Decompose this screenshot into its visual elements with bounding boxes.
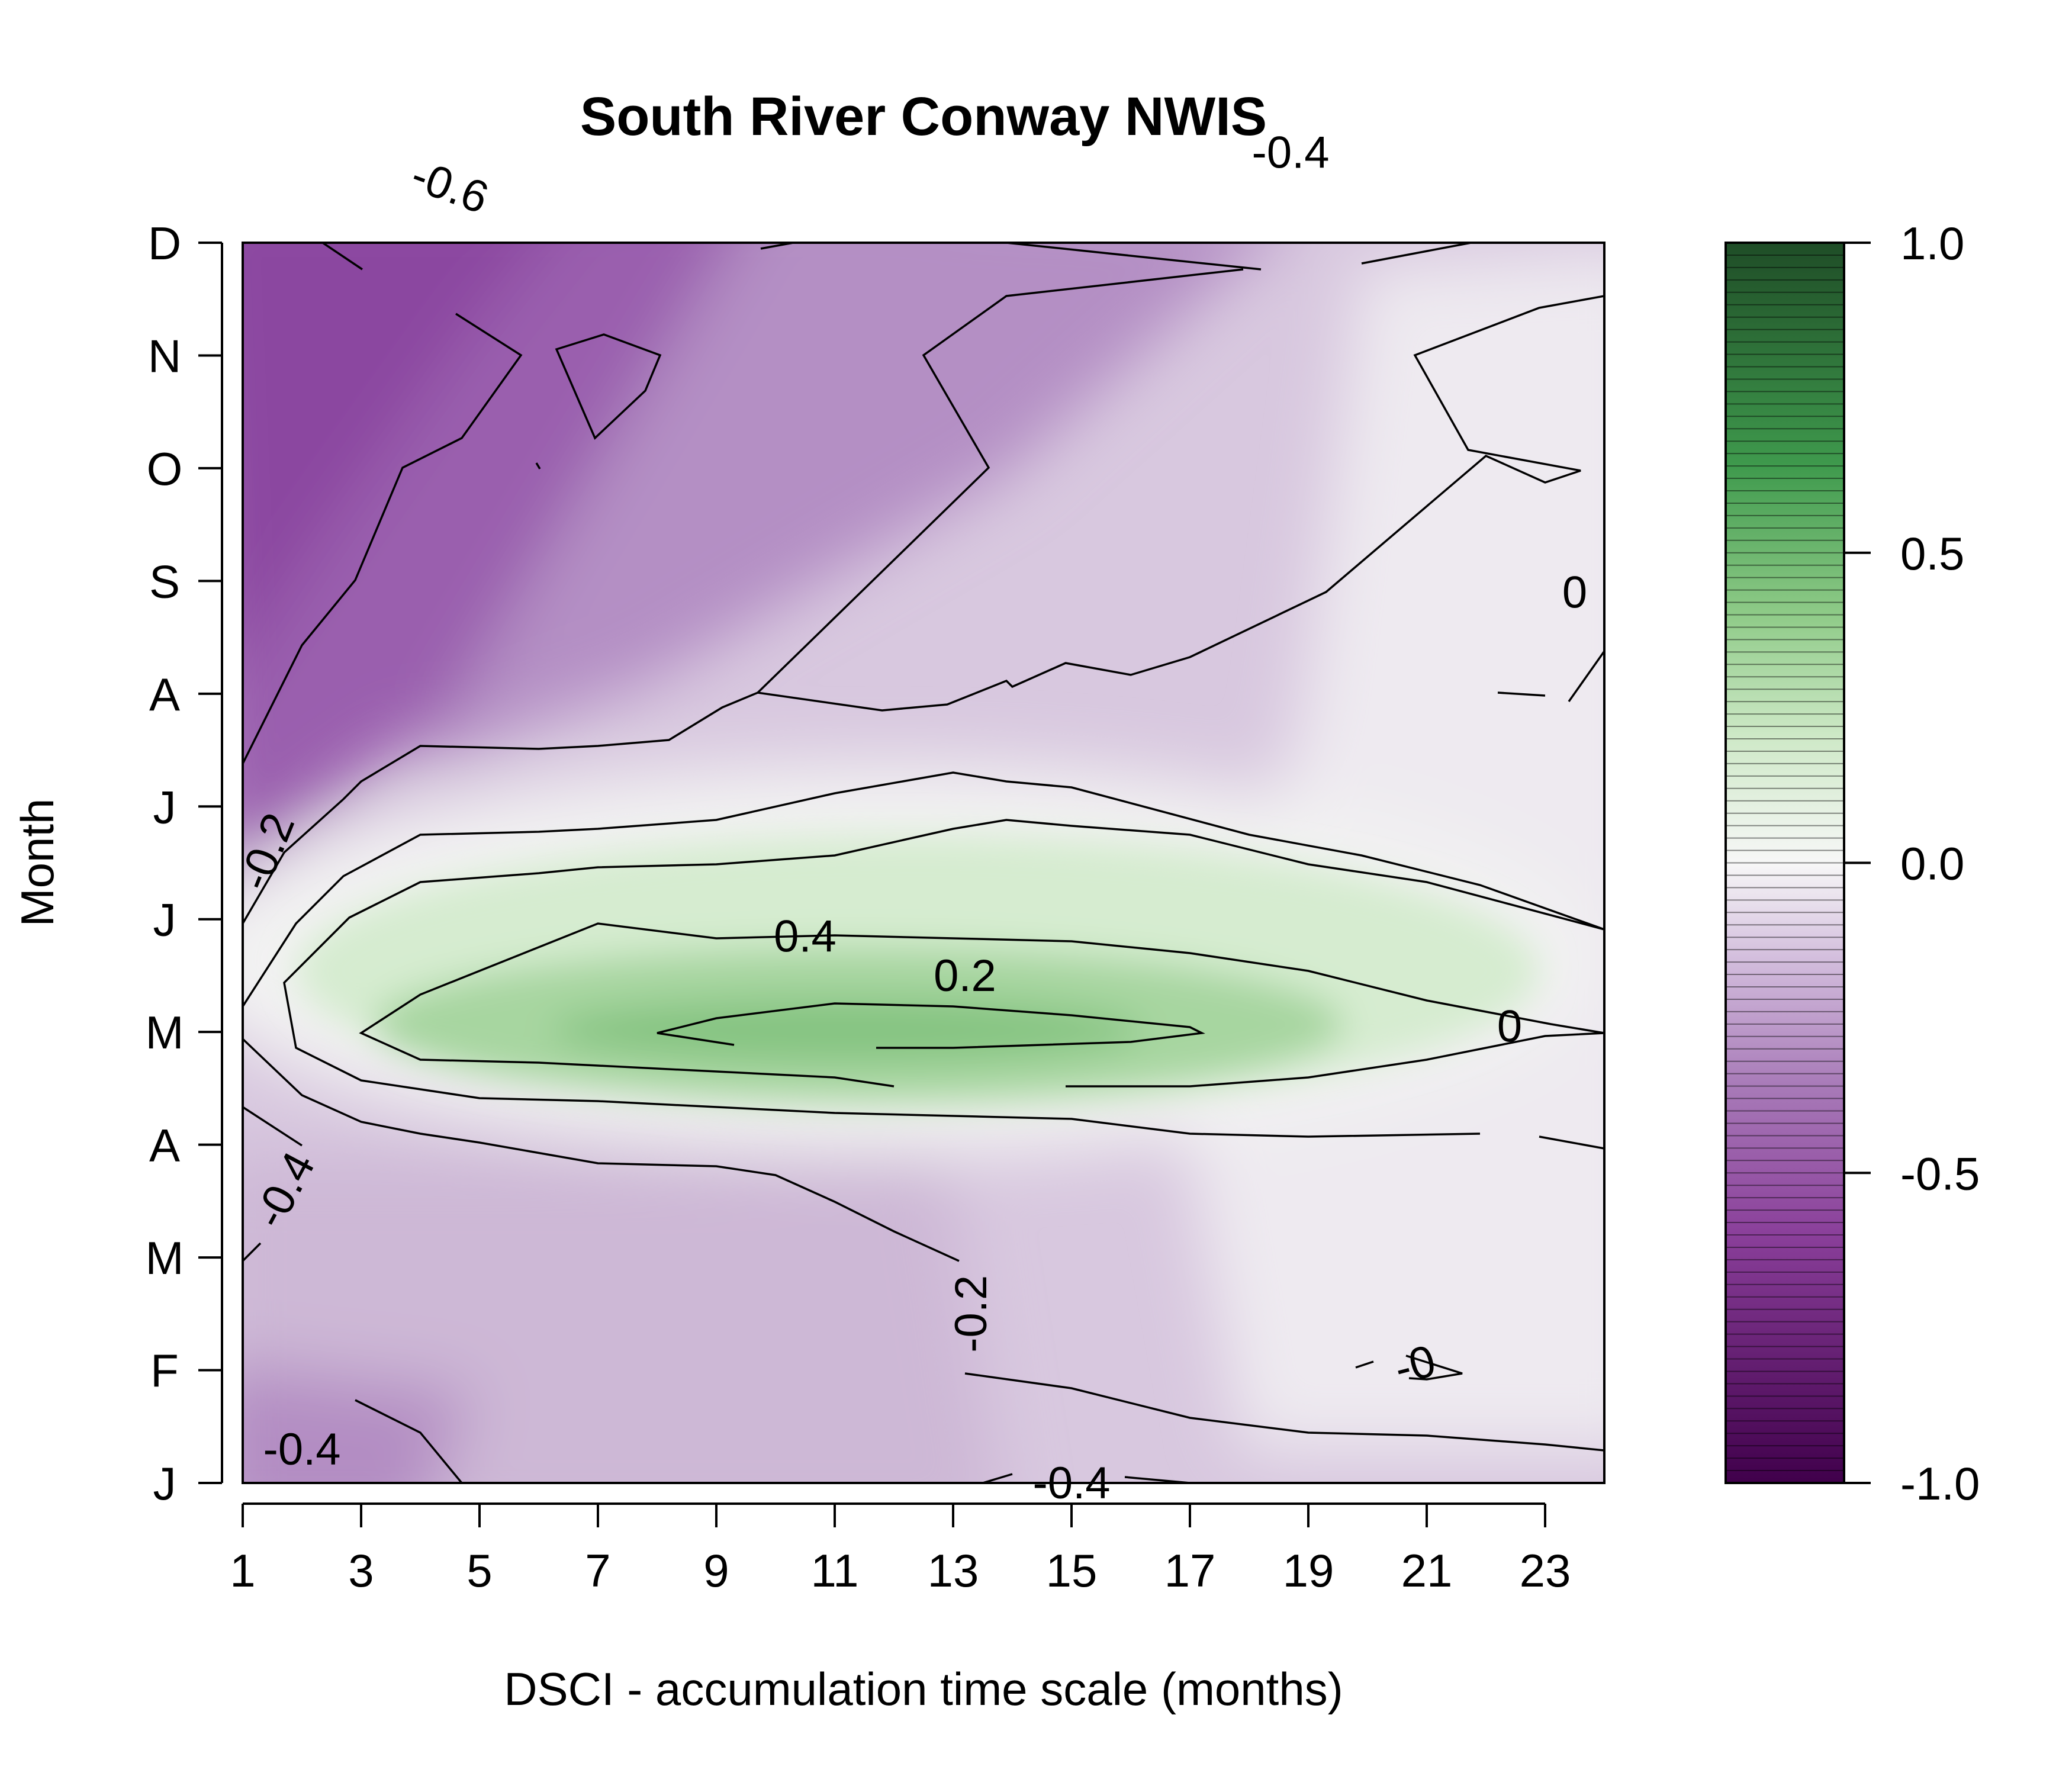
y-tick-label: J — [153, 781, 176, 833]
colorbar-tick-label: -0.5 — [1900, 1147, 1980, 1199]
colorbar-gradient — [1724, 242, 1845, 1484]
contour-label: -0.6 — [405, 150, 495, 224]
y-axis: J F M A M J J A S O N D — [146, 217, 223, 1510]
x-tick-label: 7 — [585, 1545, 610, 1597]
y-tick-label: S — [149, 555, 180, 607]
y-axis-title: Month — [11, 799, 63, 927]
y-tick-label: F — [150, 1345, 179, 1397]
x-tick-label: 9 — [703, 1545, 729, 1597]
colorbar-ticks: 1.0 0.5 0.0 -0.5 -1.0 — [1844, 217, 1980, 1510]
chart-title: South River Conway NWIS — [580, 86, 1267, 147]
contour-label: -0.4 — [1252, 128, 1330, 178]
x-tick-label: 11 — [811, 1545, 859, 1597]
y-tick-label: D — [148, 217, 181, 269]
y-tick-label: O — [147, 443, 183, 495]
x-tick-label: 3 — [348, 1545, 374, 1597]
x-tick-label: 13 — [928, 1545, 979, 1597]
y-tick-label: J — [153, 894, 176, 946]
contour-lines — [243, 243, 1604, 1483]
heatmap-field — [243, 243, 1604, 1483]
colorbar-stripes — [1726, 254, 1844, 1472]
contour-label: -0.2 — [946, 1275, 996, 1353]
colorbar-tick-label: 1.0 — [1900, 217, 1964, 269]
y-tick-label: N — [148, 330, 181, 382]
y-tick-label: J — [153, 1458, 176, 1510]
contour-label: 0.2 — [934, 951, 996, 1001]
x-tick-label: 17 — [1164, 1545, 1216, 1597]
colorbar-tick-label: 0.0 — [1900, 838, 1964, 890]
x-tick-label: 19 — [1283, 1545, 1334, 1597]
x-tick-label: 5 — [466, 1545, 492, 1597]
x-tick-label: 15 — [1046, 1545, 1098, 1597]
contour-label: 0 — [1497, 1002, 1522, 1052]
plot-frame — [242, 242, 1606, 1484]
contour-label: -0.4 — [263, 1424, 341, 1475]
x-axis: 1 3 5 7 9 11 13 15 17 19 21 23 — [230, 1502, 1571, 1597]
x-tick-label: 21 — [1401, 1545, 1453, 1597]
contour-label: 0 — [1562, 567, 1587, 617]
y-tick-label: M — [146, 1232, 184, 1284]
colorbar-tick-label: 0.5 — [1900, 527, 1964, 580]
x-tick-label: 1 — [230, 1545, 255, 1597]
y-tick-label: M — [146, 1006, 184, 1058]
x-tick-label: 23 — [1520, 1545, 1571, 1597]
colorbar: 1.0 0.5 0.0 -0.5 -1.0 — [1724, 217, 1980, 1510]
colorbar-tick-label: -1.0 — [1900, 1458, 1980, 1510]
contour-label: 0.4 — [774, 911, 836, 961]
x-axis-title: DSCI - accumulation time scale (months) — [504, 1663, 1343, 1715]
y-tick-label: A — [149, 1119, 180, 1172]
y-tick-label: A — [149, 668, 180, 720]
